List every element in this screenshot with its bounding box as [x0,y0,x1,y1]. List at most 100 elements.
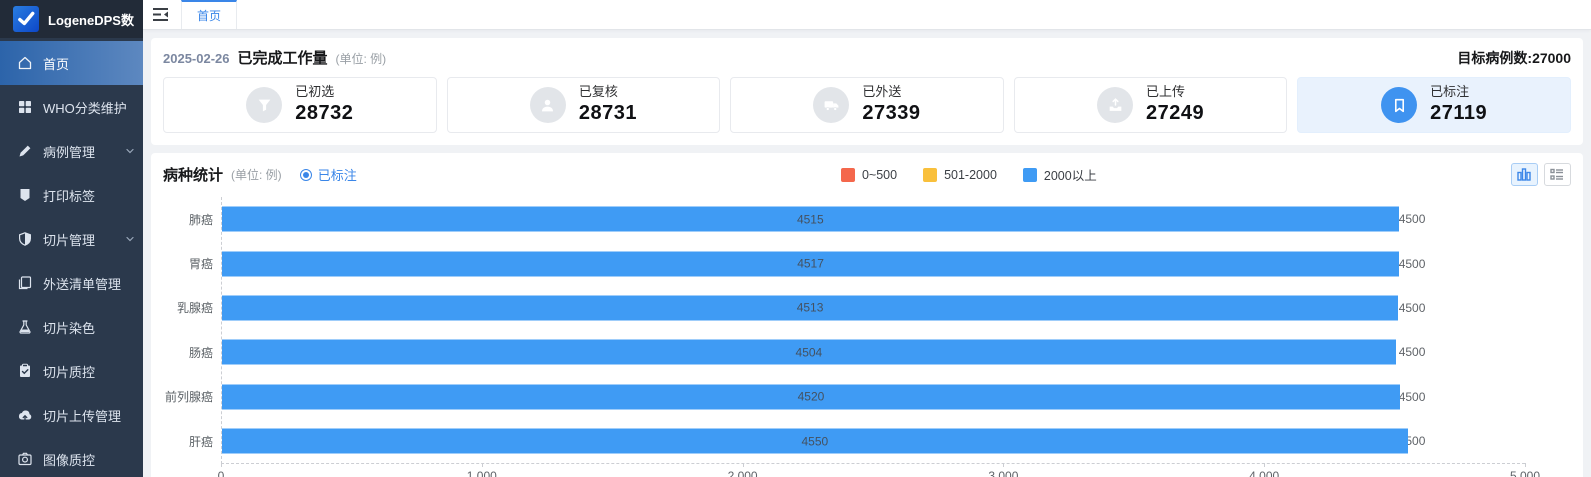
card-label: 已外送 [862,84,902,100]
sidebar-item-label: 外送清单管理 [43,276,122,292]
card-uploaded[interactable]: 已上传 27249 [1013,77,1288,133]
legend-label: 2000以上 [1043,169,1097,183]
sidebar-item-label: 切片染色 [43,320,96,336]
sidebar-item-label: 切片上传管理 [43,408,122,424]
workload-panel: 2025-02-26 已完成工作量 (单位: 例) 目标病例数:27000 已初… [151,38,1583,145]
legend-item-0-500[interactable]: 0~500 [840,167,898,182]
tab-home[interactable]: 首页 [181,0,238,29]
tab-label: 首页 [197,9,222,23]
sidebar-item-slide-management[interactable]: 切片管理 [0,217,143,261]
sidebar-item-case-management[interactable]: 病例管理 [0,129,143,173]
radio-annotated[interactable]: 已标注 [299,165,357,184]
sidebar-item-label: 切片管理 [43,232,96,248]
sidebar-item-slide-upload[interactable]: 切片上传管理 [0,393,143,437]
bar-row: 4500 4515 [222,197,1525,241]
category-label: 肝癌 [188,434,213,449]
bar-stomach-cancer[interactable]: 4517 [222,251,1400,277]
chevron-down-icon [125,234,135,244]
grid-icon [17,99,33,115]
card-value: 28732 [295,101,354,124]
bar-value-label: 4515 [796,212,824,227]
sidebar-item-outbound-list[interactable]: 外送清单管理 [0,261,143,305]
main-area: 首页 2025-02-26 已完成工作量 (单位: 例) 目标病例数:27000… [143,0,1591,477]
cloud-upload-icon [17,407,33,423]
bar-breast-cancer[interactable]: 4513 [222,295,1399,321]
card-annotated[interactable]: 已标注 27119 [1297,77,1571,133]
bar-end-label: 4500 [1398,300,1426,315]
category-label: 肠癌 [188,345,213,360]
card-label: 已复核 [578,84,618,100]
bar-prostate-cancer[interactable]: 4520 [222,384,1400,410]
sidebar-item-label: 首页 [43,56,70,72]
chart-title: 病种统计 [163,167,224,184]
tag-icon [17,187,33,203]
x-tick: 1,000 [466,469,497,477]
chart-header: 病种统计 (单位: 例) 已标注 0~500 501-2000 [163,163,1571,186]
audit-icon [529,87,566,123]
card-reviewed[interactable]: 已复核 28731 [446,77,721,133]
legend-label: 0~500 [861,167,898,182]
bar-end-label: 4500 [1398,389,1426,404]
chevron-down-icon [125,146,135,156]
x-tick: 5,000 [1509,469,1541,477]
bar-chart-view-button[interactable] [1510,163,1538,186]
list-view-button[interactable] [1543,163,1571,186]
sidebar-item-slide-staining[interactable]: 切片染色 [0,305,143,349]
sidebar-menu: 首页 WHO分类维护 病例管理 打印标签 切片管理 外送清单管理 切片染色 [0,38,143,477]
sidebar-item-home[interactable]: 首页 [0,41,143,85]
sidebar-item-print-label[interactable]: 打印标签 [0,173,143,217]
card-label: 已初选 [295,84,335,100]
sidebar-item-who-maintain[interactable]: WHO分类维护 [0,85,143,129]
y-axis-labels: 肺癌 胃癌 乳腺癌 肠癌 前列腺癌 肝癌 [163,197,221,464]
bookmark-icon [1381,87,1418,123]
home-icon [17,55,33,71]
bar-end-label: 4500 [1398,345,1426,360]
copy-icon [17,275,33,291]
bar-value-label: 4504 [795,345,823,360]
workload-title: 已完成工作量 [237,50,328,67]
truck-icon [813,87,850,123]
sidebar-item-image-qc[interactable]: 图像质控 [0,437,143,477]
bar-liver-cancer[interactable]: 4550 [222,428,1408,454]
sidebar-item-label: WHO分类维护 [43,100,127,116]
target-case-count: 目标病例数:27000 [1457,50,1571,66]
card-initial-selected[interactable]: 已初选 28732 [163,77,437,133]
bar-lung-cancer[interactable]: 4515 [222,206,1399,232]
list-icon [1550,168,1564,180]
clipboard-check-icon [17,363,33,379]
content: 2025-02-26 已完成工作量 (单位: 例) 目标病例数:27000 已初… [143,30,1591,477]
bar-row: 4500 4504 [222,330,1525,374]
bar-intestinal-cancer[interactable]: 4504 [222,339,1396,365]
legend-swatch-red [840,167,855,182]
legend-item-2000-plus[interactable]: 2000以上 [1022,165,1097,184]
card-value: 28731 [578,101,637,124]
filter-icon [246,87,283,123]
chart-toolbar [1510,163,1571,186]
flask-icon [17,319,33,335]
x-tick: 0 [217,469,225,477]
workload-date: 2025-02-26 [163,51,230,66]
legend-swatch-blue [1022,167,1037,182]
plot-area: 4500 4515 4500 4517 4500 4513 4500 [221,197,1525,465]
chart-legend: 0~500 501-2000 2000以上 [771,165,1097,184]
bar-row: 4500 4520 [222,375,1525,419]
card-sent-out[interactable]: 已外送 27339 [730,77,1004,133]
sidebar-item-slide-qc[interactable]: 切片质控 [0,349,143,393]
workload-header: 2025-02-26 已完成工作量 (单位: 例) 目标病例数:27000 [163,47,1571,68]
category-label: 肺癌 [188,212,213,227]
bar-end-label: 4500 [1398,256,1426,271]
x-tick: 3,000 [988,469,1019,477]
radio-label: 已标注 [317,168,357,183]
upload-icon [1097,87,1134,123]
sidebar-item-label: 病例管理 [43,144,96,160]
menu-fold-icon[interactable] [152,7,169,22]
legend-item-501-2000[interactable]: 501-2000 [923,167,997,182]
sidebar-item-label: 切片质控 [43,364,96,380]
category-label: 胃癌 [188,257,213,272]
shield-icon [17,231,33,247]
card-label: 已上传 [1146,84,1186,100]
stat-cards: 已初选 28732 已复核 28731 [163,77,1571,133]
category-label: 前列腺癌 [164,390,213,405]
sidebar: LogeneDPS数 首页 WHO分类维护 病例管理 打印标签 切片管理 外送清… [0,0,143,477]
x-tick: 2,000 [727,469,758,477]
